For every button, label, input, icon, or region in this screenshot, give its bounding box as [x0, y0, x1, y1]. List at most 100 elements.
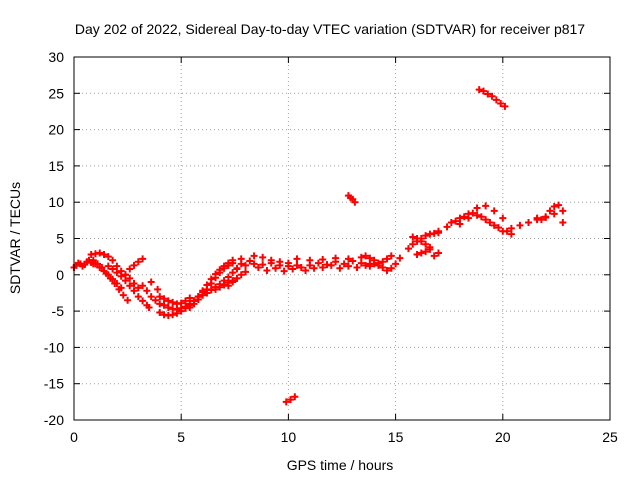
data-point: [559, 207, 567, 215]
data-point: [362, 252, 370, 260]
data-point: [130, 287, 138, 295]
data-point: [100, 250, 108, 258]
data-point: [499, 227, 507, 235]
y-tick-label: 30: [48, 49, 64, 65]
data-point: [250, 252, 258, 260]
y-tick-label: -10: [44, 339, 64, 355]
data-point: [109, 256, 117, 264]
data-point: [374, 261, 382, 269]
data-point: [289, 265, 297, 273]
data-point: [160, 301, 168, 309]
data-point: [392, 260, 400, 268]
data-point: [293, 255, 301, 263]
data-point: [154, 285, 162, 293]
data-point: [480, 87, 488, 95]
data-point: [555, 201, 563, 209]
data-point: [89, 256, 97, 264]
data-point: [229, 269, 237, 277]
data-point: [124, 296, 132, 304]
data-point: [370, 260, 378, 268]
data-point: [134, 293, 142, 301]
data-point: [233, 274, 241, 282]
data-point: [263, 266, 271, 274]
data-point: [310, 264, 318, 272]
x-tick-label: 20: [495, 429, 511, 445]
data-point: [109, 265, 117, 273]
y-tick-label: -5: [52, 303, 65, 319]
data-point: [492, 96, 500, 104]
data-point: [134, 284, 142, 292]
data-point: [434, 227, 442, 235]
data-point: [525, 219, 533, 227]
data-point: [160, 295, 168, 303]
data-point: [113, 262, 121, 270]
data-point: [164, 303, 172, 311]
series-rise-pm-3: [413, 245, 442, 260]
data-point: [550, 203, 558, 211]
data-point: [473, 211, 481, 219]
series-evening-2: [447, 202, 507, 227]
axis-ticks: [73, 56, 611, 421]
data-point: [422, 232, 430, 240]
data-point: [177, 304, 185, 312]
data-point: [96, 249, 104, 257]
data-point: [475, 86, 483, 94]
series-late-2: [533, 201, 567, 227]
data-point: [537, 216, 545, 224]
data-point: [447, 219, 455, 227]
data-point: [484, 90, 492, 98]
data-point: [383, 255, 391, 263]
data-point: [186, 303, 194, 311]
data-points: [70, 86, 567, 406]
data-point: [173, 306, 181, 314]
x-tick-label: 25: [602, 429, 618, 445]
x-tick-label: 0: [70, 429, 78, 445]
y-tick-label: 5: [56, 231, 64, 247]
data-point: [409, 240, 417, 248]
data-point: [319, 256, 327, 264]
data-point: [482, 202, 490, 210]
data-point: [139, 282, 147, 290]
data-point: [464, 214, 472, 222]
data-point: [242, 261, 250, 269]
data-point: [207, 275, 215, 283]
series-dip-1: [139, 278, 164, 311]
series-rise-2: [194, 256, 237, 301]
data-point: [417, 237, 425, 245]
data-point: [130, 261, 138, 269]
data-point: [456, 220, 464, 228]
data-point: [203, 289, 211, 297]
data-point: [282, 398, 290, 406]
series-arc-1c: [91, 260, 125, 292]
data-point: [113, 269, 121, 277]
data-point: [488, 92, 496, 100]
y-tick-labels: -20 -15 -10 -5 0 5 10 15 20 25 30: [44, 49, 64, 428]
series-evening-3: [456, 211, 515, 238]
series-afternoon-2: [366, 252, 395, 270]
y-tick-label: 25: [48, 85, 64, 101]
data-point: [126, 265, 134, 273]
data-point: [199, 291, 207, 299]
data-point: [297, 264, 305, 272]
series-arc-1d: [104, 262, 151, 309]
data-point: [482, 216, 490, 224]
data-point: [417, 249, 425, 257]
data-point: [156, 300, 164, 308]
grid: [74, 57, 610, 420]
data-point: [287, 396, 295, 404]
data-point: [246, 257, 254, 265]
data-point: [259, 261, 267, 269]
data-point: [357, 253, 365, 261]
data-point: [216, 266, 224, 274]
data-point: [91, 260, 99, 268]
data-point: [379, 258, 387, 266]
data-point: [422, 240, 430, 248]
series-rise-5: [224, 268, 250, 290]
data-point: [126, 274, 134, 282]
data-point: [220, 262, 228, 270]
data-point: [109, 275, 117, 283]
data-point: [426, 245, 434, 253]
data-point: [486, 219, 494, 227]
